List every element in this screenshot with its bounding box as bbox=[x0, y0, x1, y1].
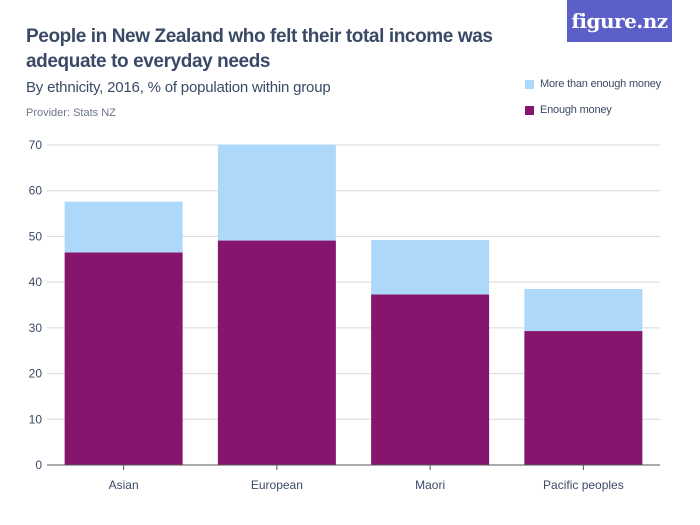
bar-enough-money bbox=[64, 252, 183, 465]
bar-more-than-enough-money bbox=[217, 144, 336, 241]
legend-item-more-than-enough: More than enough money bbox=[525, 76, 661, 92]
data-provider: Provider: Stats NZ bbox=[26, 107, 116, 119]
bar-more-than-enough-money bbox=[64, 201, 183, 253]
bar-enough-money bbox=[217, 240, 336, 465]
bar-more-than-enough-money bbox=[524, 289, 643, 332]
bar-more-than-enough-money bbox=[371, 240, 490, 295]
legend-label-more-than-enough: More than enough money bbox=[540, 78, 661, 90]
x-tick-label: European bbox=[251, 478, 303, 492]
y-tick-label: 50 bbox=[29, 229, 43, 243]
chart-title: People in New Zealand who felt their tot… bbox=[26, 26, 493, 72]
legend-item-enough: Enough money bbox=[525, 102, 661, 118]
x-tick-label: Asian bbox=[109, 478, 139, 492]
legend-label-enough: Enough money bbox=[540, 104, 612, 116]
bar-enough-money bbox=[524, 331, 643, 465]
y-tick-label: 10 bbox=[29, 412, 43, 426]
x-tick-label: Maori bbox=[415, 478, 445, 492]
chart-legend: More than enough money Enough money bbox=[525, 76, 661, 128]
y-tick-label: 40 bbox=[29, 275, 43, 289]
chart-subtitle: By ethnicity, 2016, % of population with… bbox=[26, 79, 331, 96]
legend-swatch-enough bbox=[525, 105, 534, 115]
x-tick-label: Pacific peoples bbox=[543, 478, 624, 492]
figure-nz-logo[interactable]: figure.nz bbox=[567, 0, 672, 42]
bar-enough-money bbox=[371, 294, 490, 465]
y-tick-label: 30 bbox=[29, 321, 43, 335]
y-tick-label: 0 bbox=[35, 458, 42, 472]
y-tick-label: 70 bbox=[29, 138, 43, 152]
y-tick-label: 60 bbox=[29, 184, 43, 198]
legend-swatch-more-than-enough bbox=[525, 79, 534, 89]
y-tick-label: 20 bbox=[29, 367, 43, 381]
